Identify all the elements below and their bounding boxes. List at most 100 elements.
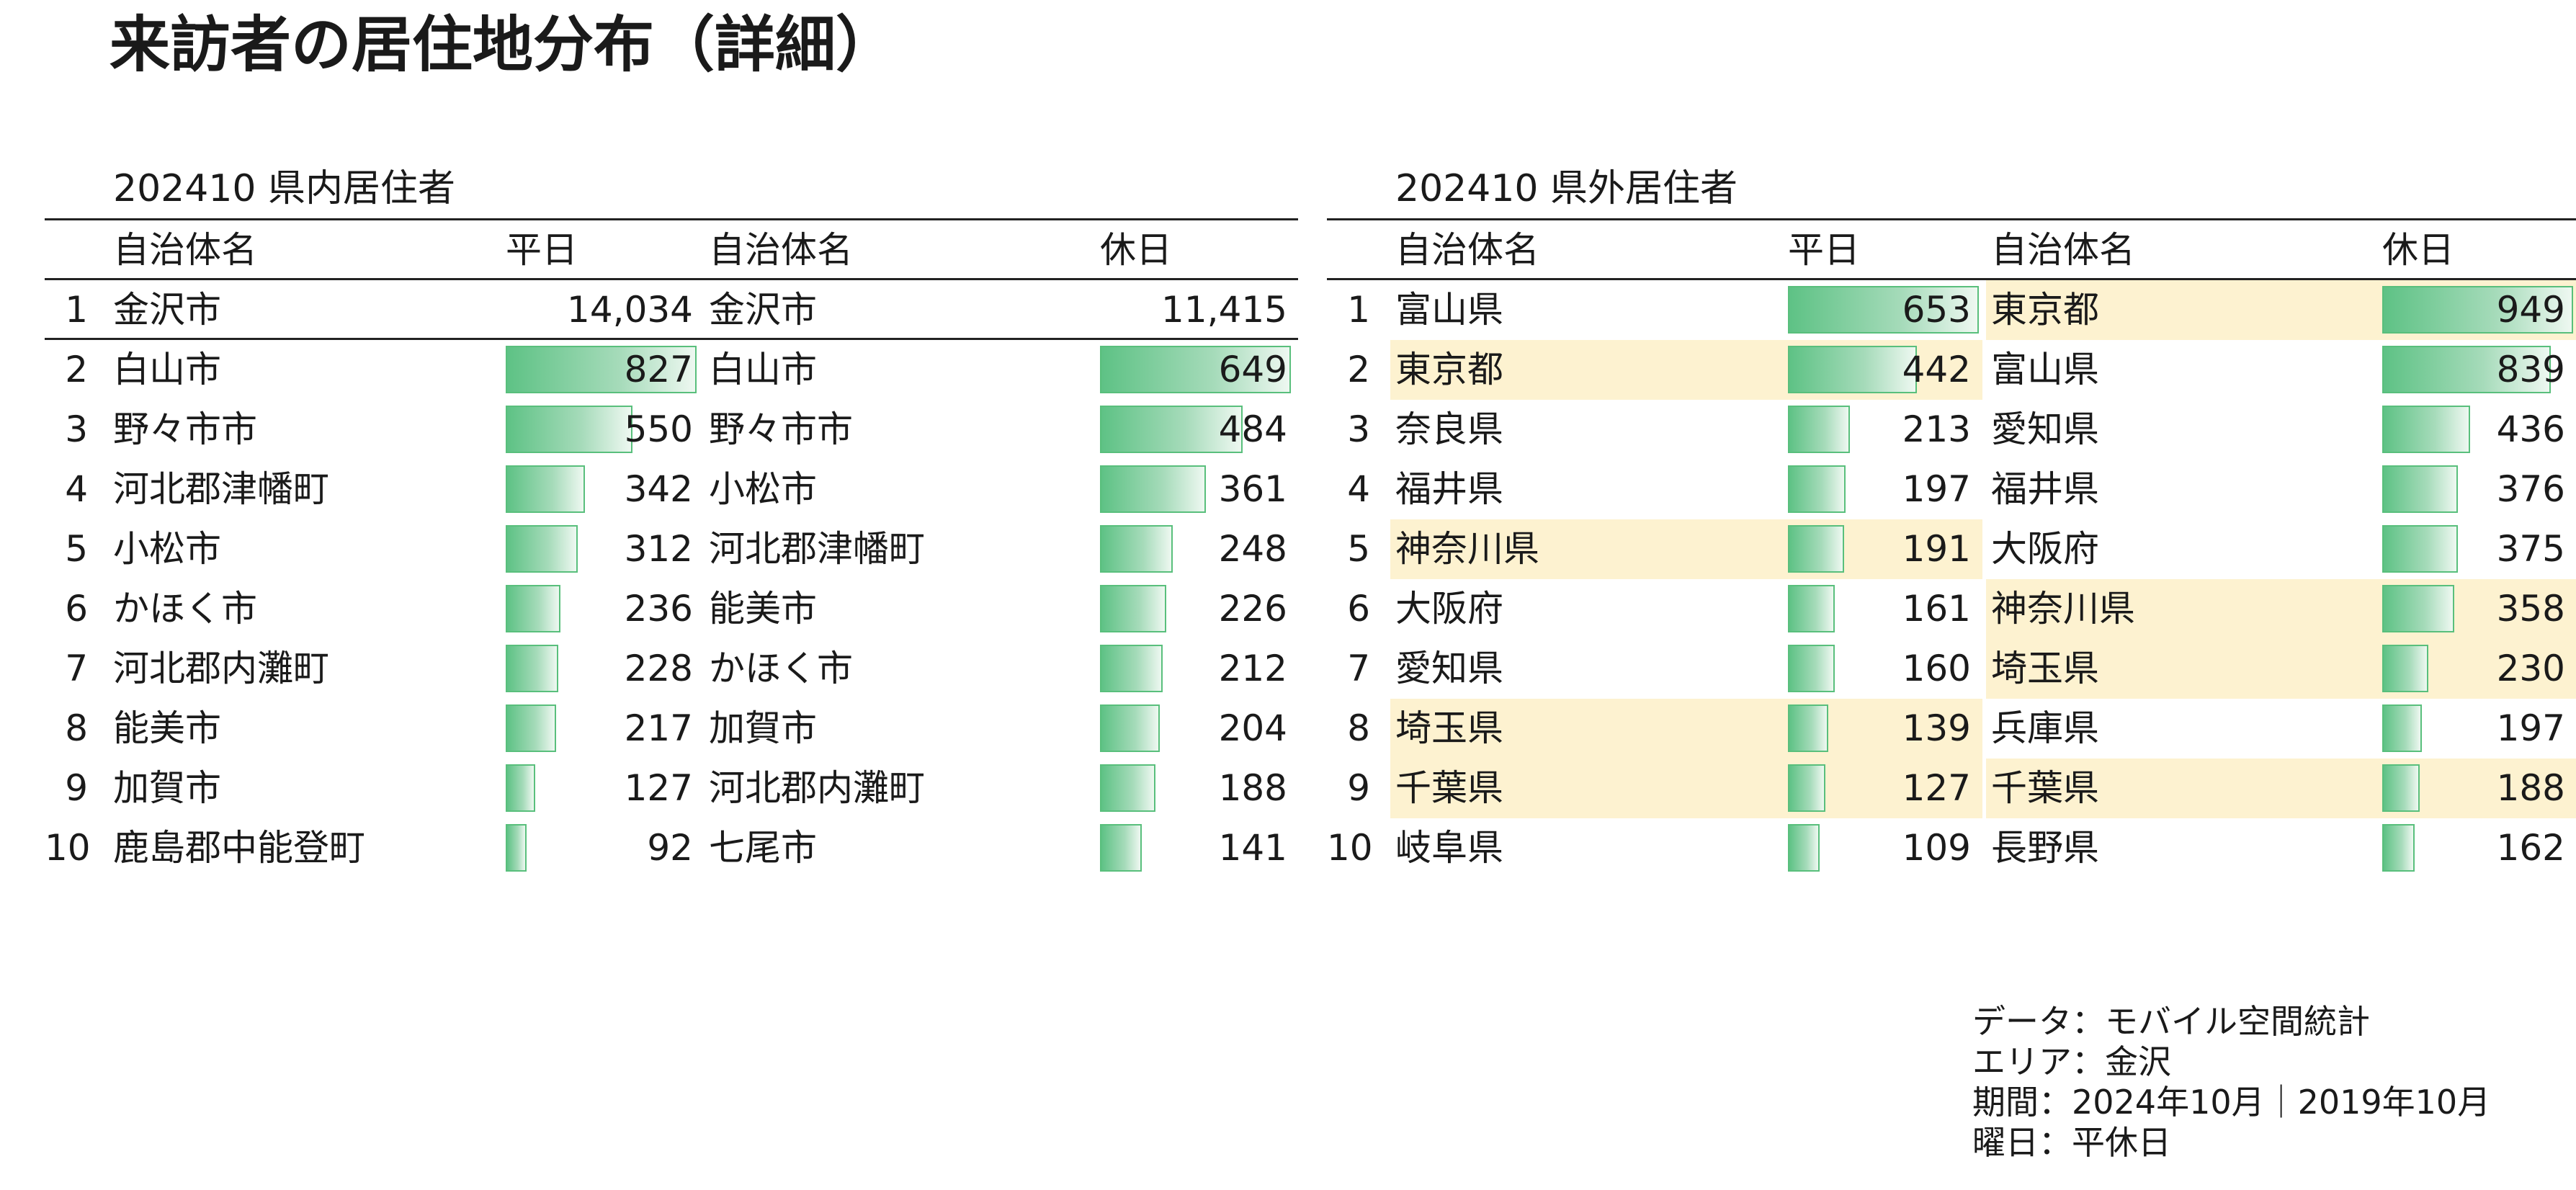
in-pref-holiday-bar	[1100, 465, 1206, 513]
out-pref-weekday-value: 653	[1902, 289, 1971, 331]
page-title: 来訪者の居住地分布（詳細）	[109, 9, 897, 80]
out-pref-holiday-name: 埼玉県	[1991, 648, 2099, 689]
out-pref-panel-title: 202410 県外居住者	[1327, 157, 2576, 220]
in-pref-row: 9 加賀市 127 河北郡内灘町 188	[45, 759, 1298, 818]
out-pref-weekday-bar	[1788, 824, 1820, 872]
out-pref-rank: 4	[1347, 468, 1370, 510]
out-pref-weekday-name: 千葉県	[1395, 767, 1503, 809]
in-pref-holiday-name: かほく市	[709, 648, 853, 689]
in-pref-holiday-bar	[1100, 824, 1142, 872]
out-pref-weekday-highlight	[1390, 519, 1982, 579]
out-pref-weekday-highlight	[1390, 699, 1982, 759]
out-pref-weekday-name: 大阪府	[1395, 588, 1503, 630]
out-pref-rank: 10	[1327, 827, 1373, 869]
in-pref-holiday-bar	[1100, 764, 1155, 812]
in-pref-weekday-value: 228	[624, 648, 693, 689]
out-pref-holiday-value: 375	[2496, 528, 2565, 570]
in-pref-weekday-value: 217	[624, 707, 693, 749]
in-pref-weekday-bar	[506, 406, 632, 453]
in-pref-rank: 9	[65, 767, 88, 809]
out-pref-holiday-value: 839	[2496, 349, 2565, 390]
out-pref-holiday-value: 230	[2496, 648, 2565, 689]
out-pref-weekday-name: 埼玉県	[1395, 707, 1503, 749]
out-pref-weekday-name: 岐阜県	[1395, 827, 1503, 869]
in-pref-weekday-name: 河北郡内灘町	[113, 648, 329, 689]
out-pref-row: 9 千葉県 127 千葉県 188	[1327, 759, 2576, 818]
out-pref-row: 10 岐阜県 109 長野県 162	[1327, 818, 2576, 878]
in-pref-holiday-value: 248	[1218, 528, 1287, 570]
out-pref-holiday-name: 東京都	[1991, 289, 2099, 331]
in-pref-holiday-bar	[1100, 346, 1291, 393]
in-pref-weekday-value: 827	[624, 349, 693, 390]
out-pref-weekday-bar	[1788, 764, 1825, 812]
out-pref-panel: 202410 県外居住者 自治体名 平日 自治体名 休日 1 富山県 653 東京都 949 2 東…	[1327, 157, 2576, 878]
in-pref-holiday-bar	[1100, 704, 1160, 752]
in-pref-weekday-value: 127	[624, 767, 693, 809]
out-pref-weekday-bar	[1788, 406, 1850, 453]
out-pref-holiday-highlight	[1986, 579, 2576, 639]
in-pref-rank: 2	[65, 349, 88, 390]
out-pref-weekday-value: 161	[1902, 588, 1971, 630]
out-pref-weekday-name: 東京都	[1395, 349, 1503, 390]
in-pref-weekday-bar	[506, 585, 560, 632]
in-pref-weekday-name: 加賀市	[113, 767, 221, 809]
in-pref-holiday-name: 七尾市	[709, 827, 817, 869]
in-pref-weekday-name: 金沢市	[113, 289, 221, 331]
out-pref-weekday-name: 富山県	[1395, 289, 1503, 331]
footer-area-line: エリア：金沢	[1972, 1042, 2171, 1081]
in-pref-header-holiday-name: 自治体名	[709, 229, 853, 271]
in-pref-row: 8 能美市 217 加賀市 204	[45, 699, 1298, 759]
out-pref-weekday-value: 213	[1902, 408, 1971, 450]
out-pref-rank: 5	[1347, 528, 1370, 570]
in-pref-weekday-value: 342	[624, 468, 693, 510]
in-pref-weekday-bar	[506, 704, 556, 752]
in-pref-weekday-name: 野々市市	[113, 408, 257, 450]
in-pref-row: 6 かほく市 236 能美市 226	[45, 579, 1298, 639]
out-pref-weekday-bar	[1788, 645, 1835, 692]
in-pref-row: 3 野々市市 550 野々市市 484	[45, 400, 1298, 460]
out-pref-holiday-bar	[2382, 824, 2415, 872]
out-pref-rank: 9	[1347, 767, 1370, 809]
out-pref-weekday-value: 160	[1902, 648, 1971, 689]
in-pref-row: 2 白山市 827 白山市 649	[45, 340, 1298, 400]
out-pref-weekday-bar	[1788, 585, 1835, 632]
out-pref-header-weekday: 平日	[1788, 229, 1860, 271]
in-pref-panel: 202410 県内居住者 自治体名 平日 自治体名 休日 1 金沢市 14,034 金沢市 11…	[45, 157, 1298, 878]
out-pref-row: 6 大阪府 161 神奈川県 358	[1327, 579, 2576, 639]
in-pref-weekday-name: 鹿島郡中能登町	[113, 827, 365, 869]
footer-period-line: 期間：2024年10月｜2019年10月	[1972, 1083, 2491, 1122]
out-pref-weekday-value: 127	[1902, 767, 1971, 809]
in-pref-rank: 3	[65, 408, 88, 450]
out-pref-weekday-name: 福井県	[1395, 468, 1503, 510]
in-pref-weekday-bar	[506, 346, 697, 393]
in-pref-weekday-name: 小松市	[113, 528, 221, 570]
in-pref-holiday-bar	[1100, 406, 1243, 453]
out-pref-header-weekday-name: 自治体名	[1395, 229, 1539, 271]
in-pref-row: 4 河北郡津幡町 342 小松市 361	[45, 460, 1298, 519]
in-pref-rank: 4	[65, 468, 88, 510]
out-pref-rank: 2	[1347, 349, 1370, 390]
in-pref-holiday-bar	[1100, 525, 1173, 573]
in-pref-holiday-value: 204	[1218, 707, 1287, 749]
in-pref-weekday-name: 能美市	[113, 707, 221, 749]
in-pref-weekday-value: 14,034	[567, 289, 693, 331]
in-pref-weekday-value: 312	[624, 528, 693, 570]
footer-data-line: データ：モバイル空間統計	[1972, 1002, 2370, 1041]
in-pref-holiday-name: 能美市	[709, 588, 817, 630]
out-pref-holiday-value: 162	[2496, 827, 2565, 869]
in-pref-holiday-value: 649	[1218, 349, 1287, 390]
in-pref-holiday-value: 212	[1218, 648, 1287, 689]
in-pref-holiday-name: 小松市	[709, 468, 817, 510]
out-pref-rank: 3	[1347, 408, 1370, 450]
in-pref-holiday-name: 加賀市	[709, 707, 817, 749]
out-pref-holiday-name: 兵庫県	[1991, 707, 2099, 749]
out-pref-row: 3 奈良県 213 愛知県 436	[1327, 400, 2576, 460]
out-pref-holiday-bar	[2382, 525, 2458, 573]
out-pref-rank: 7	[1347, 648, 1370, 689]
in-pref-holiday-name: 金沢市	[709, 289, 817, 331]
in-pref-weekday-bar	[506, 824, 527, 872]
out-pref-holiday-bar	[2382, 286, 2573, 334]
in-pref-rank: 1	[65, 289, 88, 331]
in-pref-holiday-value: 226	[1218, 588, 1287, 630]
out-pref-holiday-bar	[2382, 406, 2470, 453]
